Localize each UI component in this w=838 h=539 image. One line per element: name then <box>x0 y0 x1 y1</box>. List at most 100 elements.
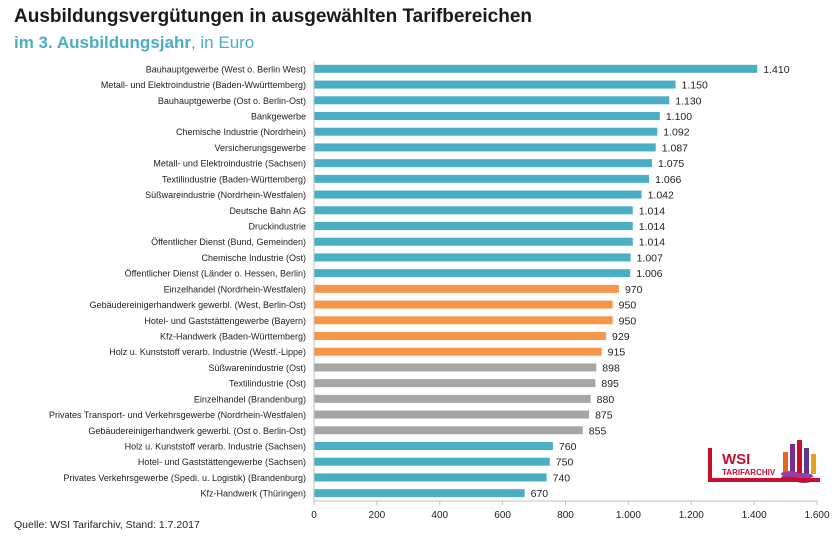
logo-text-wsi: WSI <box>722 451 750 468</box>
category-label: Kfz-Handwerk (Baden-Württemberg) <box>160 332 306 342</box>
x-tick-label: 1.400 <box>742 510 767 521</box>
chart-subtitle: im 3. Ausbildungsjahr, in Euro <box>14 33 254 53</box>
subtitle-rest: , in Euro <box>190 33 255 52</box>
data-label: 1.075 <box>658 158 684 170</box>
data-label: 1.100 <box>666 111 692 123</box>
category-label: Privates Transport- und Verkehrsgewerbe … <box>49 410 306 420</box>
x-tick-label: 800 <box>557 510 574 521</box>
category-label: Privates Verkehrsgewerbe (Spedi. u. Logi… <box>63 473 306 483</box>
bar <box>314 80 676 89</box>
category-label: Hotel- und Gaststättengewerbe (Bayern) <box>144 316 306 326</box>
category-label: Öffentlicher Dienst (Bund, Gemeinden) <box>151 237 306 247</box>
data-label: 1.092 <box>663 127 689 139</box>
data-label: 1.014 <box>639 205 665 217</box>
data-label: 1.087 <box>662 142 688 154</box>
data-label: 880 <box>597 394 615 406</box>
bar <box>314 112 660 120</box>
bar <box>314 457 550 466</box>
bar <box>314 394 591 403</box>
data-label: 875 <box>595 410 613 422</box>
bar <box>314 143 656 152</box>
x-tick-label: 400 <box>431 510 448 521</box>
chart-title: Ausbildungsvergütungen in ausgewählten T… <box>14 6 532 27</box>
subtitle-bold: im 3. Ausbildungsjahr <box>14 33 191 52</box>
bar <box>314 300 613 309</box>
bar <box>314 206 633 215</box>
category-label: Chemische Industrie (Nordrhein) <box>176 127 306 137</box>
data-label: 760 <box>559 441 577 453</box>
category-label: Bankgewerbe <box>251 112 306 122</box>
category-label: Holz u. Kunststoff verarb. Industrie (Sa… <box>125 442 306 452</box>
bar <box>314 64 758 73</box>
category-label: Einzelhandel (Brandenburg) <box>194 394 306 404</box>
data-label: 855 <box>589 425 607 437</box>
category-label: Textilindustrie (Ost) <box>229 379 306 389</box>
bar <box>314 190 642 199</box>
data-label: 895 <box>601 378 619 390</box>
wsi-tarifarchiv-logo: WSI TARIFARCHIV <box>708 440 820 483</box>
category-label: Gebäudereinigerhandwerk gewerbl. (Ost o.… <box>88 426 306 436</box>
x-tick-label: 600 <box>494 510 511 521</box>
data-label: 1.066 <box>655 174 681 186</box>
data-label: 1.006 <box>636 268 662 280</box>
data-label: 740 <box>553 472 571 484</box>
data-label: 1.014 <box>639 237 665 249</box>
bar <box>314 96 670 105</box>
category-label: Textilindustrie (Baden-Württemberg) <box>162 174 306 184</box>
category-label: Einzelhandel (Nordrhein-Westfalen) <box>164 284 306 294</box>
category-label: Gebäudereinigerhandwerk gewerbl. (West, … <box>90 300 306 310</box>
data-label: 1.042 <box>648 190 674 202</box>
data-label: 950 <box>619 300 637 312</box>
category-label: Süßwarenindustrie (Ost) <box>208 363 306 373</box>
category-label: Druckindustrie <box>248 222 306 232</box>
data-label: 1.150 <box>682 80 708 92</box>
data-label: 929 <box>612 331 630 343</box>
category-label: Metall- und Elektroindustrie (Baden-Wwür… <box>101 80 306 90</box>
bar <box>314 253 631 262</box>
bar <box>314 237 633 246</box>
data-label: 898 <box>602 362 620 374</box>
category-label: Versicherungsgewerbe <box>214 143 306 153</box>
x-tick-label: 1.600 <box>804 510 829 521</box>
category-label: Chemische Industrie (Ost) <box>201 253 306 263</box>
category-label: Bauhauptgewerbe (West o. Berlin West) <box>146 64 306 74</box>
bar <box>314 222 633 230</box>
data-label: 1.007 <box>637 252 663 264</box>
data-label: 950 <box>619 315 637 327</box>
bar <box>314 410 590 419</box>
x-tick-label: 1.200 <box>679 510 704 521</box>
data-label: 1.410 <box>763 64 789 76</box>
bar <box>314 442 553 450</box>
bar <box>314 284 619 293</box>
category-label: Deutsche Bahn AG <box>229 206 306 216</box>
logo-text-tarifarchiv: TARIFARCHIV <box>722 468 776 477</box>
category-label: Öffentlicher Dienst (Länder o. Hessen, B… <box>125 269 306 279</box>
data-label: 750 <box>556 457 574 469</box>
bar <box>314 316 613 325</box>
data-label: 1.014 <box>639 221 665 233</box>
x-tick-label: 200 <box>369 510 386 521</box>
x-tick-label: 0 <box>311 510 317 521</box>
bar <box>314 127 658 136</box>
data-label: 1.130 <box>675 95 701 107</box>
category-label: Kfz-Handwerk (Thüringen) <box>200 489 306 499</box>
data-label: 970 <box>625 284 643 296</box>
bar <box>314 489 525 498</box>
bar <box>314 363 597 372</box>
category-label: Hotel- und Gaststättengewerbe (Sachsen) <box>138 457 306 467</box>
bar <box>314 269 631 278</box>
bar <box>314 379 596 388</box>
category-label: Süßwareindustrie (Nordrhein-Westfalen) <box>145 190 306 200</box>
source-note: Quelle: WSI Tarifarchiv, Stand: 1.7.2017 <box>14 519 200 531</box>
bar <box>314 174 650 183</box>
data-label: 915 <box>608 347 626 359</box>
bar <box>314 332 607 340</box>
category-label: Holz u. Kunststoff verarb. Industrie (We… <box>109 347 306 357</box>
bar <box>314 426 583 435</box>
bar <box>314 347 602 356</box>
x-tick-label: 1.000 <box>616 510 641 521</box>
data-label: 670 <box>531 488 549 500</box>
category-label: Metall- und Elektroindustrie (Sachsen) <box>153 159 306 169</box>
bar <box>314 473 547 482</box>
